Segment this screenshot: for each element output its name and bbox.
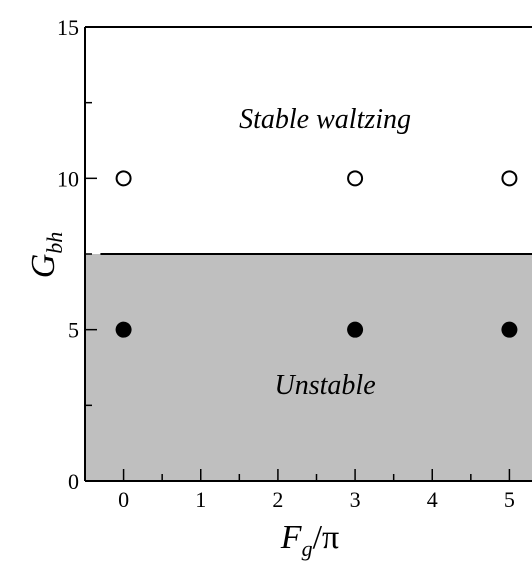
ticks	[85, 26, 511, 482]
x-axis-label-sub: g	[302, 536, 313, 561]
filled-point	[347, 321, 364, 338]
filled-point	[115, 321, 132, 338]
x-axis-label: Fg/π	[280, 519, 339, 561]
open-point	[347, 170, 364, 187]
x-axis-label-main: F	[280, 519, 303, 556]
x-tick-label: 3	[350, 487, 361, 512]
open-point	[501, 170, 518, 187]
points	[115, 170, 518, 338]
x-tick-label: 5	[504, 487, 515, 512]
region-labels: Stable waltzing Unstable	[239, 104, 411, 401]
x-tick-label: 4	[427, 487, 438, 512]
region-label-stable: Stable waltzing	[239, 104, 411, 135]
region-unstable	[85, 254, 532, 481]
y-tick-label: 10	[57, 166, 79, 191]
y-tick-label: 0	[68, 469, 79, 494]
x-tick-label: 2	[272, 487, 283, 512]
y-axis-label-sub: bh	[42, 232, 67, 254]
x-tick-label: 0	[118, 487, 129, 512]
y-tick-label: 5	[68, 318, 79, 343]
y-axis-label: Gbh	[25, 232, 67, 279]
y-axis-label-main: G	[25, 254, 62, 279]
x-tick-label: 1	[195, 487, 206, 512]
regions	[85, 27, 532, 481]
region-label-unstable: Unstable	[275, 370, 376, 401]
filled-point	[501, 321, 518, 338]
region-stable	[85, 27, 532, 254]
y-tick-label: 15	[57, 15, 79, 40]
open-point	[115, 170, 132, 187]
tick-labels: 0 1 2 3 4 5 0 5 10 15	[57, 15, 515, 512]
x-axis-label-suffix: /π	[313, 519, 340, 556]
